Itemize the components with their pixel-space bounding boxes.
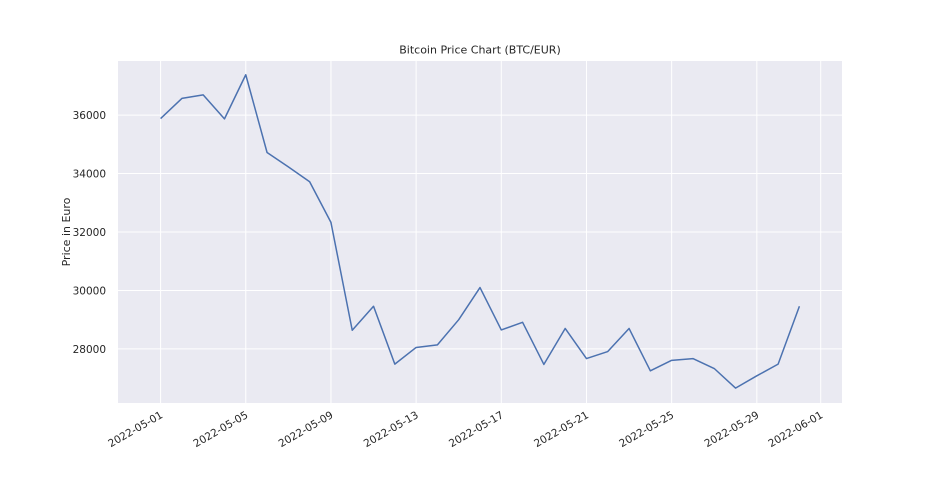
chart-title: Bitcoin Price Chart (BTC/EUR): [399, 44, 561, 57]
y-tick-label: 32000: [73, 227, 106, 239]
x-tick-label: 2022-05-25: [617, 409, 676, 450]
x-axis-ticks: 2022-05-01 2022-05-05 2022-05-09 2022-05-13…: [106, 409, 825, 450]
y-axis-ticks: 28000 30000 32000 34000 36000: [73, 110, 106, 356]
price-line: [160, 73, 801, 389]
x-tick-label: 2022-05-13: [362, 409, 421, 450]
y-tick-label: 28000: [73, 344, 106, 356]
x-tick-label: 2022-05-01: [106, 409, 165, 450]
y-tick-label: 34000: [73, 169, 106, 181]
y-tick-label: 36000: [73, 110, 106, 122]
y-tick-label: 30000: [73, 285, 106, 297]
x-tick-label: 2022-05-29: [702, 409, 761, 450]
grid-lines: [118, 61, 842, 403]
x-tick-label: 2022-05-05: [191, 409, 250, 450]
x-tick-label: 2022-06-01: [766, 409, 825, 450]
x-tick-label: 2022-05-21: [532, 409, 591, 450]
y-axis-label: Price in Euro: [60, 197, 73, 266]
x-tick-label: 2022-05-09: [277, 409, 336, 450]
x-tick-label: 2022-05-17: [447, 409, 506, 450]
